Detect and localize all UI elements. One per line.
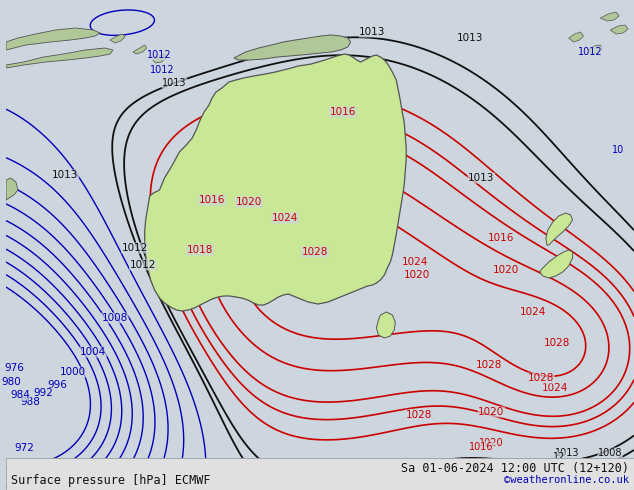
Text: 1018: 1018 xyxy=(187,245,213,255)
Text: Surface pressure [hPa] ECMWF: Surface pressure [hPa] ECMWF xyxy=(11,473,210,487)
Text: 1028: 1028 xyxy=(476,360,503,370)
Text: 1028: 1028 xyxy=(543,338,570,348)
Polygon shape xyxy=(569,32,583,42)
Text: 1000: 1000 xyxy=(60,367,86,377)
Polygon shape xyxy=(234,35,351,60)
Text: 1013: 1013 xyxy=(469,173,495,183)
Text: 1024: 1024 xyxy=(402,257,429,267)
Bar xyxy=(6,458,634,490)
Text: 1024: 1024 xyxy=(520,307,546,317)
Text: 1020: 1020 xyxy=(493,265,519,275)
Text: 1013: 1013 xyxy=(359,27,385,37)
Polygon shape xyxy=(588,45,602,54)
Text: 12: 12 xyxy=(553,452,565,462)
Text: 1012: 1012 xyxy=(122,243,148,253)
Text: 1020: 1020 xyxy=(236,197,262,207)
Text: 1013: 1013 xyxy=(52,170,79,180)
Polygon shape xyxy=(6,48,113,68)
Text: 1016: 1016 xyxy=(199,195,225,205)
Text: 1028: 1028 xyxy=(302,247,328,257)
Text: 1020: 1020 xyxy=(478,407,505,417)
Text: ©weatheronline.co.uk: ©weatheronline.co.uk xyxy=(504,475,629,485)
Text: 988: 988 xyxy=(21,397,41,407)
Polygon shape xyxy=(145,54,406,311)
Text: 1028: 1028 xyxy=(406,410,432,420)
Polygon shape xyxy=(377,312,395,338)
Text: 10: 10 xyxy=(612,145,624,155)
Polygon shape xyxy=(110,34,125,43)
Polygon shape xyxy=(546,213,573,245)
Polygon shape xyxy=(153,54,167,63)
Text: 1004: 1004 xyxy=(80,347,107,357)
Polygon shape xyxy=(600,12,619,21)
Polygon shape xyxy=(6,28,100,50)
Text: 992: 992 xyxy=(34,388,54,398)
Text: 1008: 1008 xyxy=(598,448,623,458)
Text: 972: 972 xyxy=(14,443,34,453)
Text: 1020: 1020 xyxy=(479,438,503,448)
Text: 1028: 1028 xyxy=(527,373,554,383)
Text: 1012: 1012 xyxy=(129,260,156,270)
Text: 984: 984 xyxy=(10,390,30,400)
Polygon shape xyxy=(133,45,146,54)
Text: 1012: 1012 xyxy=(578,47,603,57)
Text: 1016: 1016 xyxy=(469,442,494,452)
Text: 1020: 1020 xyxy=(404,270,430,280)
Text: 1024: 1024 xyxy=(541,383,568,393)
Text: 984: 984 xyxy=(195,460,213,470)
Text: 1016: 1016 xyxy=(330,107,356,117)
Text: 1016: 1016 xyxy=(488,233,514,243)
Text: 1013: 1013 xyxy=(555,448,580,458)
Text: 1013: 1013 xyxy=(456,33,482,43)
Text: 996: 996 xyxy=(48,380,67,390)
Text: 1013: 1013 xyxy=(162,78,186,88)
Polygon shape xyxy=(6,178,18,200)
Text: 980: 980 xyxy=(1,377,21,387)
Polygon shape xyxy=(540,250,573,278)
Text: 1024: 1024 xyxy=(272,213,299,223)
Text: 1012: 1012 xyxy=(147,50,172,60)
Text: 1008: 1008 xyxy=(102,313,128,323)
Text: 976: 976 xyxy=(4,363,24,373)
Text: 1012: 1012 xyxy=(150,65,175,75)
Text: Sa 01-06-2024 12:00 UTC (12+120): Sa 01-06-2024 12:00 UTC (12+120) xyxy=(401,462,629,474)
Polygon shape xyxy=(611,25,628,34)
